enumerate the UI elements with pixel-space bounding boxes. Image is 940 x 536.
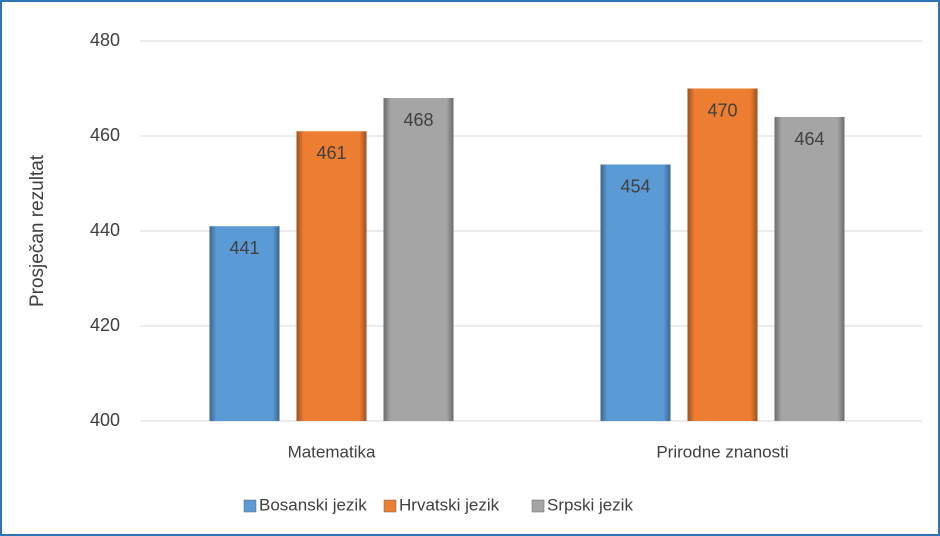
y-axis-label: Prosječan rezultat (27, 154, 48, 307)
legend-swatch (531, 499, 545, 513)
y-tick-label: 480 (90, 30, 120, 50)
bar-bevel (600, 164, 671, 421)
legend-swatch (383, 499, 397, 513)
data-label: 461 (316, 143, 346, 163)
bar-bevel (209, 226, 280, 421)
x-tick-label: Prirodne znanosti (656, 442, 788, 461)
data-label: 454 (620, 176, 650, 196)
legend-label: Bosanski jezik (259, 495, 367, 514)
legend-label: Hrvatski jezik (399, 495, 500, 514)
data-label: 470 (707, 100, 737, 120)
data-label: 464 (794, 129, 824, 149)
legend-swatch (243, 499, 257, 513)
data-label: 441 (229, 238, 259, 258)
bar-bevel (383, 98, 454, 421)
legend-label: Srpski jezik (547, 495, 633, 514)
bar-bevel (296, 131, 367, 421)
y-tick-label: 400 (90, 410, 120, 430)
bar-bevel (687, 88, 758, 421)
y-tick-label: 440 (90, 220, 120, 240)
y-tick-label: 460 (90, 125, 120, 145)
data-label: 468 (403, 110, 433, 130)
y-tick-label: 420 (90, 315, 120, 335)
bar-bevel (774, 117, 845, 421)
x-tick-label: Matematika (288, 442, 376, 461)
